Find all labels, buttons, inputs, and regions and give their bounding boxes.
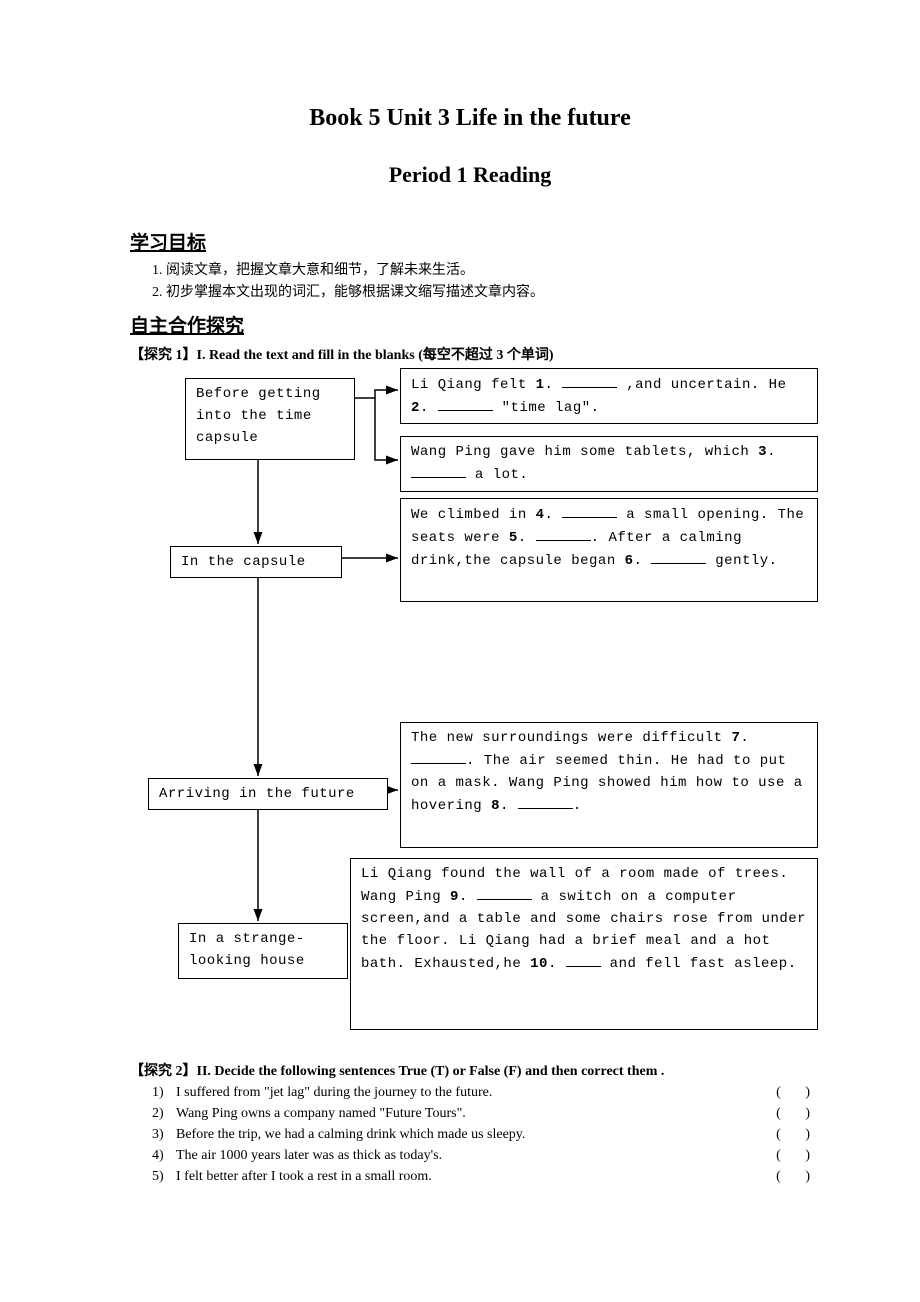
tf-item: 3) Before the trip, we had a calming dri…	[152, 1127, 810, 1143]
flow-node-house: In a strange-looking house	[178, 923, 348, 979]
tf-answer-blank[interactable]: ( )	[750, 1127, 810, 1143]
fill-blank[interactable]	[411, 749, 466, 764]
tf-statement: Before the trip, we had a calming drink …	[176, 1127, 750, 1143]
explore-2-label: 【探究 2】II. Decide the following sentences…	[130, 1060, 810, 1080]
flow-content-1: Li Qiang felt 1. ,and uncertain. He 2. "…	[400, 368, 818, 424]
goal-item: 2. 初步掌握本文出现的词汇，能够根据课文缩写描述文章内容。	[152, 281, 810, 301]
tf-answer-blank[interactable]: ( )	[750, 1106, 810, 1122]
tf-number: 3)	[152, 1127, 176, 1143]
tf-number: 4)	[152, 1148, 176, 1164]
fill-blank[interactable]	[562, 503, 617, 518]
tf-number: 2)	[152, 1106, 176, 1122]
explore-1-label: 【探究 1】I. Read the text and fill in the b…	[130, 344, 810, 364]
flow-content-5: Li Qiang found the wall of a room made o…	[350, 858, 818, 1030]
tf-number: 1)	[152, 1085, 176, 1101]
flow-content-2: Wang Ping gave him some tablets, which 3…	[400, 436, 818, 492]
tf-statement: The air 1000 years later was as thick as…	[176, 1148, 750, 1164]
fill-blank[interactable]	[518, 794, 573, 809]
page-subtitle: Period 1 Reading	[130, 162, 810, 188]
flow-node-before: Before getting into the time capsule	[185, 378, 355, 460]
explore-header: 自主合作探究	[130, 311, 810, 338]
explore-2-instruction: II. Decide the following sentences True …	[197, 1064, 665, 1079]
tf-answer-blank[interactable]: ( )	[750, 1085, 810, 1101]
tf-number: 5)	[152, 1169, 176, 1185]
tf-answer-blank[interactable]: ( )	[750, 1148, 810, 1164]
page-title: Book 5 Unit 3 Life in the future	[130, 105, 810, 132]
tf-statement: I felt better after I took a rest in a s…	[176, 1169, 750, 1185]
tf-statement: I suffered from "jet lag" during the jou…	[176, 1085, 750, 1101]
fill-blank[interactable]	[438, 396, 493, 411]
fill-blank[interactable]	[411, 463, 466, 478]
explore-2-brackets: 【探究 2】	[130, 1064, 197, 1079]
tf-item: 2) Wang Ping owns a company named "Futur…	[152, 1106, 810, 1122]
tf-answer-blank[interactable]: ( )	[750, 1169, 810, 1185]
true-false-list: 1) I suffered from "jet lag" during the …	[130, 1085, 810, 1185]
goal-item: 1. 阅读文章，把握文章大意和细节，了解未来生活。	[152, 259, 810, 279]
flow-content-3: We climbed in 4. a small opening. The se…	[400, 498, 818, 602]
fill-blank[interactable]	[562, 373, 617, 388]
tf-statement: Wang Ping owns a company named "Future T…	[176, 1106, 750, 1122]
tf-item: 4) The air 1000 years later was as thick…	[152, 1148, 810, 1164]
flow-node-arriving: Arriving in the future	[148, 778, 388, 810]
fill-blank[interactable]	[651, 549, 706, 564]
explore-1-brackets: 【探究 1】	[130, 348, 197, 363]
fill-blank[interactable]	[536, 526, 591, 541]
worksheet-page: Book 5 Unit 3 Life in the future Period …	[0, 0, 920, 1230]
fill-blank[interactable]	[477, 885, 532, 900]
goals-header: 学习目标	[130, 228, 810, 255]
tf-item: 5) I felt better after I took a rest in …	[152, 1169, 810, 1185]
fill-blank[interactable]	[566, 952, 601, 967]
explore-1-instruction: I. Read the text and fill in the blanks …	[197, 348, 554, 363]
flow-content-4: The new surroundings were difficult 7. .…	[400, 722, 818, 848]
tf-item: 1) I suffered from "jet lag" during the …	[152, 1085, 810, 1101]
flowchart-diagram: Before getting into the time capsule In …	[140, 368, 820, 1054]
flow-node-in-capsule: In the capsule	[170, 546, 342, 578]
